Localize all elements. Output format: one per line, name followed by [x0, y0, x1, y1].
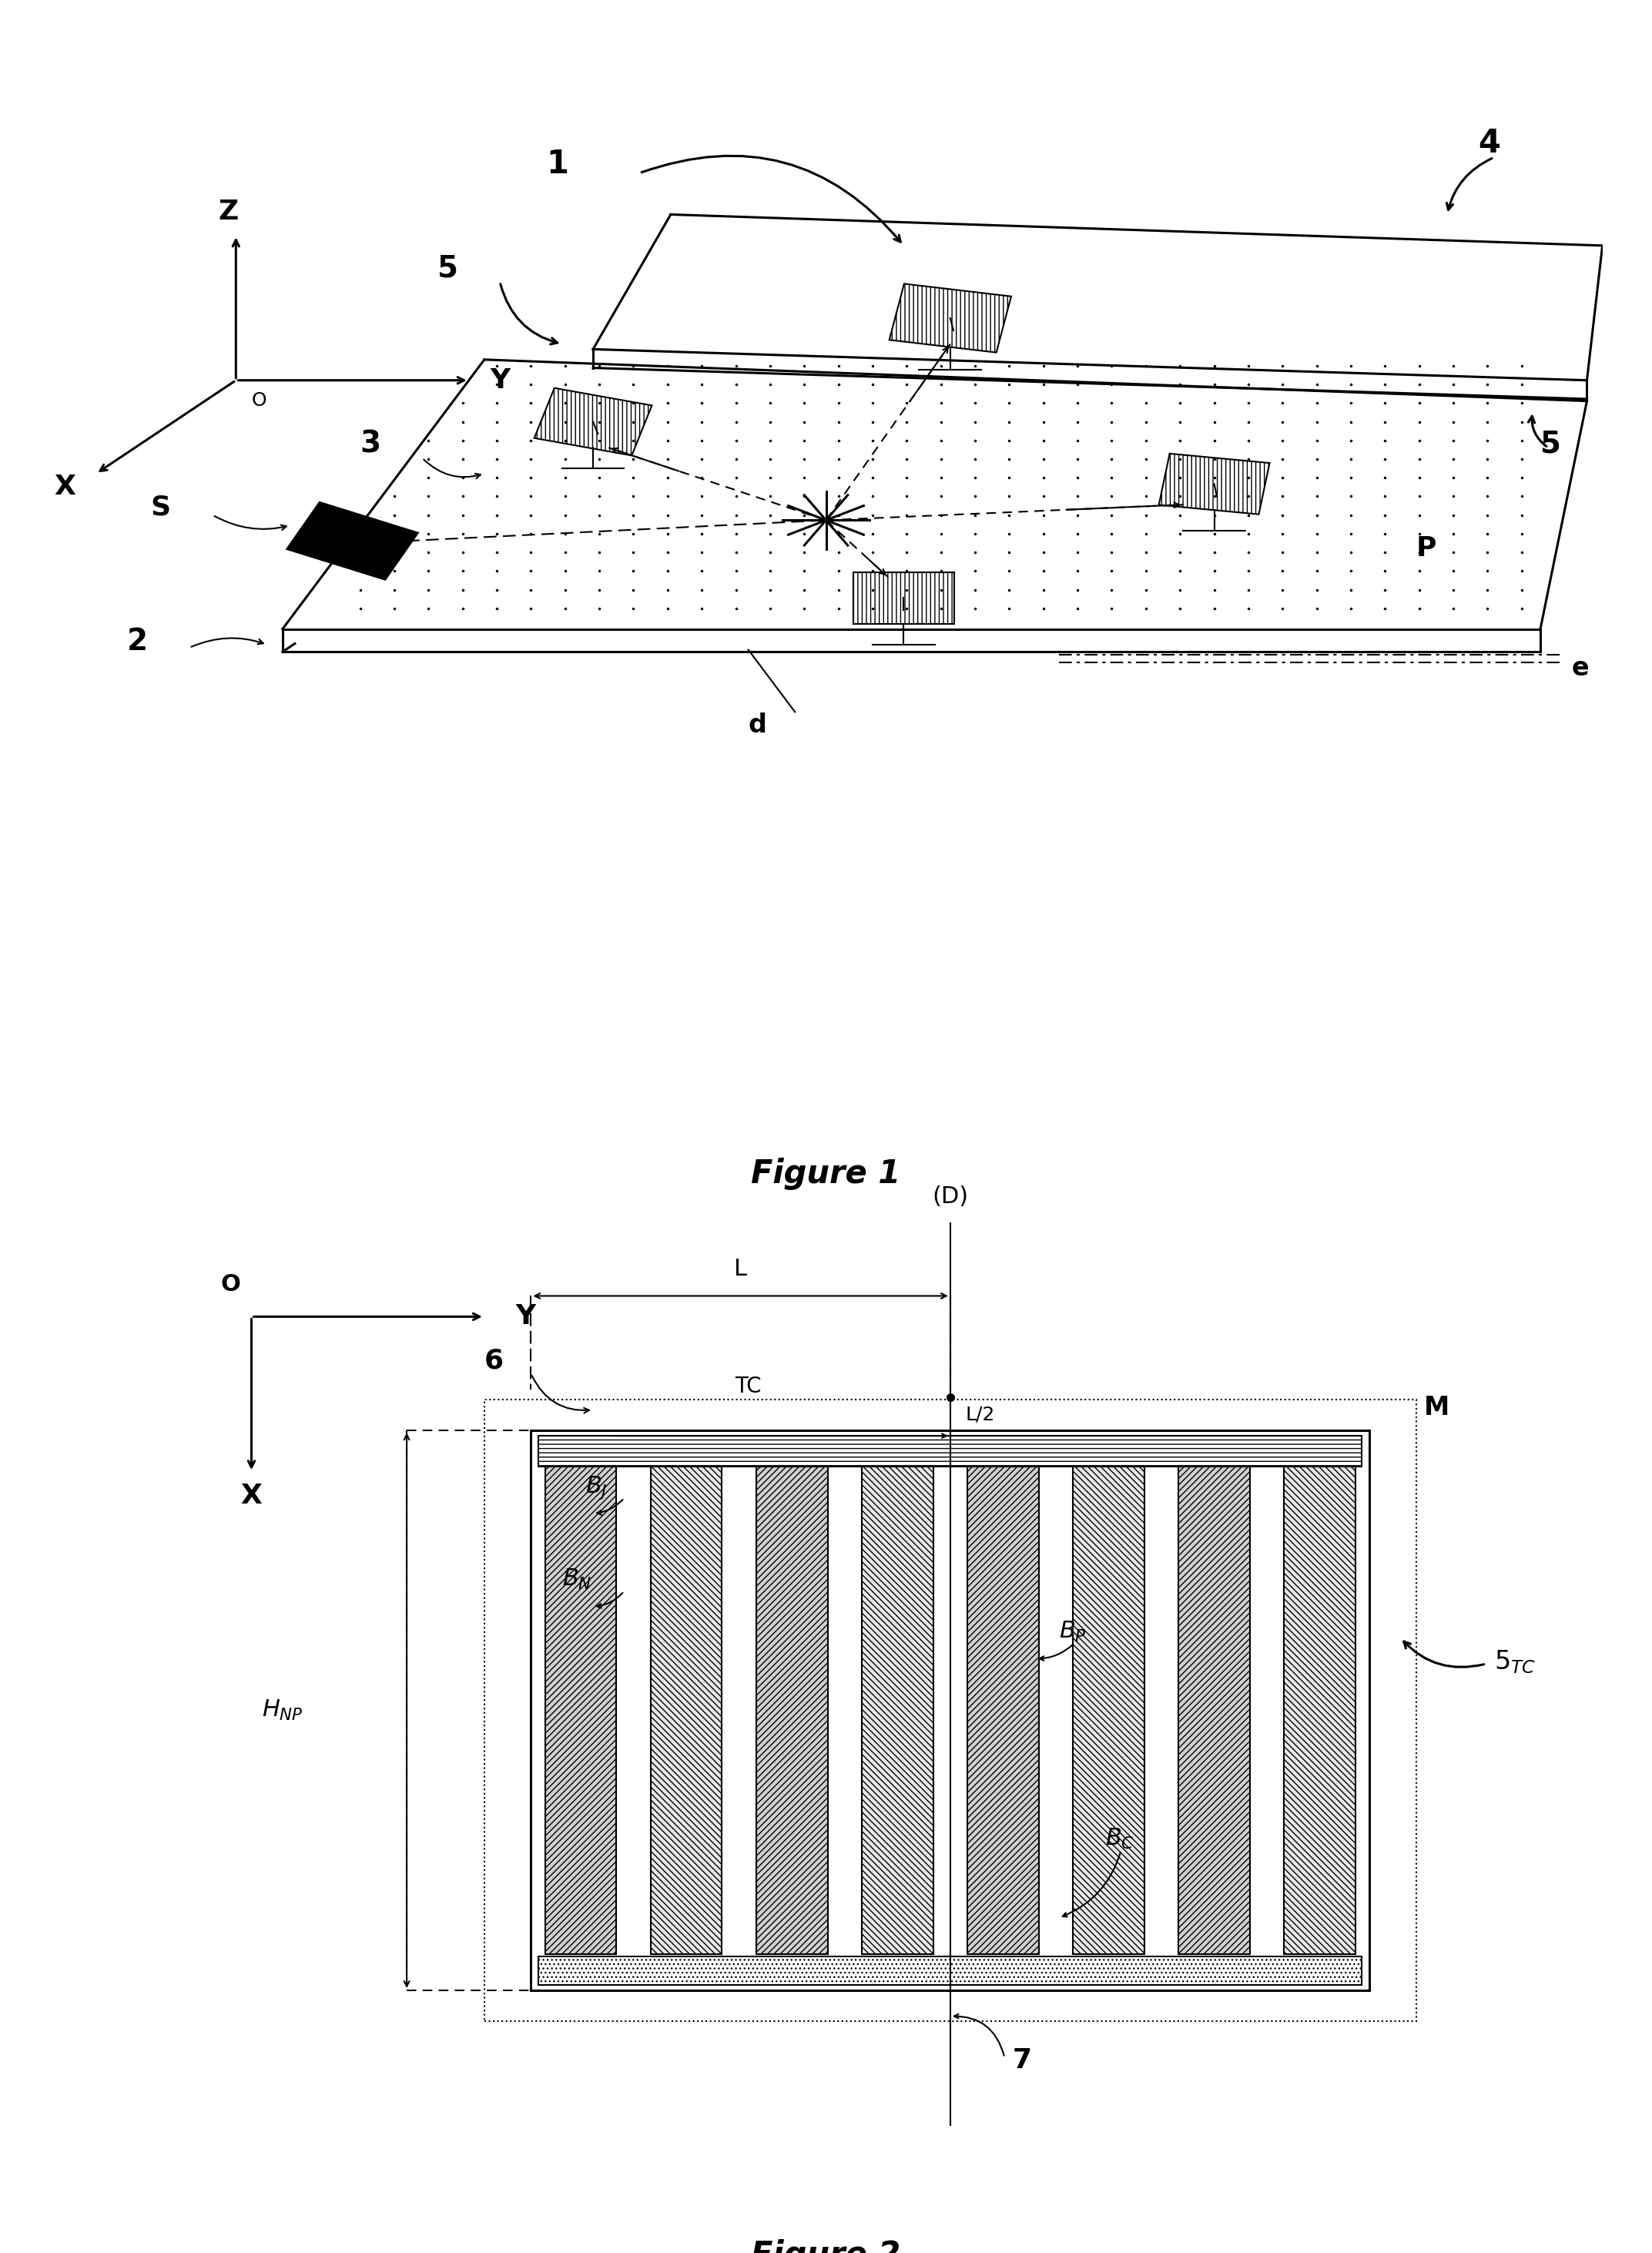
Bar [968, 1467, 1039, 1953]
Text: 1: 1 [547, 149, 568, 180]
Text: 3: 3 [360, 430, 382, 460]
Bar [287, 502, 418, 579]
Text: $B_C$: $B_C$ [1105, 1827, 1135, 1850]
Text: Z: Z [218, 198, 238, 225]
Bar [852, 572, 955, 624]
Text: X: X [241, 1482, 263, 1510]
Text: L: L [733, 1257, 747, 1280]
Bar [1284, 1467, 1356, 1953]
Bar [1158, 453, 1270, 514]
Text: L/2: L/2 [966, 1406, 995, 1424]
Text: 5: 5 [1540, 430, 1561, 460]
Text: $B_N$: $B_N$ [562, 1568, 591, 1591]
Text: 6: 6 [484, 1347, 504, 1374]
Text: TC: TC [735, 1377, 762, 1397]
Text: Y: Y [515, 1304, 535, 1329]
Bar [539, 1956, 1361, 1985]
Text: e: e [1571, 656, 1589, 680]
Text: Figure 1: Figure 1 [752, 1158, 900, 1190]
Text: 4: 4 [1479, 126, 1500, 160]
Text: $B_P$: $B_P$ [1059, 1620, 1087, 1642]
Text: P: P [1416, 536, 1437, 561]
Text: $H_{NP}$: $H_{NP}$ [261, 1699, 304, 1724]
Bar [534, 388, 653, 455]
Bar [539, 1435, 1361, 1467]
Bar [1178, 1467, 1251, 1953]
Text: (D): (D) [932, 1185, 968, 1208]
Text: S: S [150, 493, 170, 520]
Text: Y: Y [491, 367, 510, 394]
Text: 5: 5 [438, 255, 459, 284]
Bar [484, 1399, 1416, 2021]
Bar [530, 1431, 1370, 1989]
Text: 7: 7 [1013, 2048, 1032, 2073]
Bar [1072, 1467, 1145, 1953]
Bar [757, 1467, 828, 1953]
Bar [862, 1467, 933, 1953]
Text: O: O [251, 392, 266, 410]
Text: 2: 2 [127, 626, 149, 656]
Bar [889, 284, 1011, 351]
Bar [651, 1467, 722, 1953]
Text: $B_J$: $B_J$ [585, 1473, 608, 1500]
Text: M: M [1424, 1395, 1449, 1419]
Bar [545, 1467, 616, 1953]
Text: d: d [748, 712, 767, 739]
Text: Figure 2: Figure 2 [752, 2239, 900, 2253]
Text: X: X [55, 473, 76, 500]
Text: $5_{TC}$: $5_{TC}$ [1493, 1649, 1535, 1674]
Text: O: O [220, 1273, 240, 1295]
